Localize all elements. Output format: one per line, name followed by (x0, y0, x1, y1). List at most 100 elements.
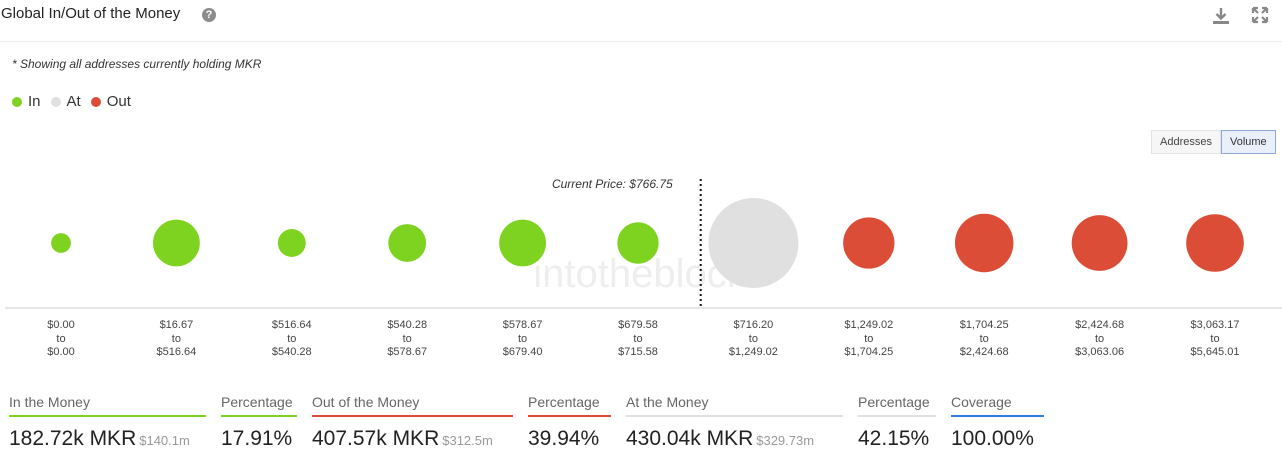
stat-underline (858, 415, 936, 417)
range-to-word: to (633, 333, 642, 345)
stat-value: 39.94% (528, 427, 600, 450)
range-to-word: to (1095, 333, 1104, 345)
range-from-label: $1,704.25 (960, 319, 1009, 331)
range-to-label: $1,249.02 (729, 346, 778, 358)
legend-label-at: At (66, 93, 81, 110)
stat-value: 182.72k MKR $140.1m (9, 427, 206, 451)
stat-underline (528, 415, 611, 417)
stat-out-of-the-money: Out of the Money 407.57k MKR $312.5m (312, 390, 513, 451)
stat-underline (951, 415, 1044, 417)
range-to-word: to (864, 333, 873, 345)
legend-item-at[interactable]: At (50, 93, 81, 110)
metric-toggle: Addresses Volume (1151, 130, 1276, 154)
stat-label: In the Money (9, 394, 90, 410)
legend-dot-at (50, 96, 61, 107)
stat-out-percentage: Percentage 39.94% (528, 390, 611, 451)
legend-item-in[interactable]: In (12, 93, 41, 110)
bubble-in (499, 219, 546, 267)
expand-icon[interactable] (1251, 6, 1269, 24)
stat-value: 407.57k MKR $312.5m (312, 427, 513, 451)
stat-value: 430.04k MKR $329.73m (626, 427, 843, 451)
range-to-word: to (1210, 333, 1219, 345)
addresses-toggle-button[interactable]: Addresses (1151, 130, 1221, 154)
legend-dot-in (12, 96, 22, 107)
stat-usd-value: $329.73m (756, 433, 815, 448)
stat-main-value: 407.57k MKR (312, 427, 440, 450)
range-to-word: to (56, 333, 65, 345)
legend-dot-out (90, 96, 101, 107)
stat-label: At the Money (626, 394, 709, 410)
stat-underline (312, 415, 513, 417)
stat-label: Percentage (221, 394, 293, 410)
range-from-label: $679.58 (618, 319, 658, 331)
chart-title: Global In/Out of the Money (1, 5, 181, 22)
stat-usd-value: $140.1m (139, 433, 190, 448)
range-to-label: $1,704.25 (844, 346, 893, 358)
range-to-word: to (172, 333, 181, 345)
legend-label-out: Out (106, 93, 131, 110)
stat-usd-value: $312.5m (442, 433, 493, 448)
stat-value: 17.91% (221, 427, 293, 450)
range-from-label: $540.28 (387, 319, 427, 331)
chart-header: Global In/Out of the Money ? (0, 0, 1282, 42)
range-from-label: $2,424.68 (1075, 319, 1124, 331)
range-to-label: $3,063.06 (1075, 346, 1124, 358)
stat-label: Percentage (858, 394, 930, 410)
stats-row: In the Money 182.72k MKR $140.1m Percenta… (0, 390, 1282, 463)
range-to-label: $2,424.68 (960, 346, 1009, 358)
stat-in-the-money: In the Money 182.72k MKR $140.1m (9, 390, 206, 451)
legend-item-out[interactable]: Out (90, 93, 131, 110)
bubble-in (51, 233, 71, 253)
range-from-label: $578.67 (503, 319, 543, 331)
stat-main-value: 182.72k MKR (9, 427, 137, 450)
stat-label: Percentage (528, 394, 600, 410)
range-to-label: $679.40 (503, 346, 543, 358)
bubble-in (388, 224, 427, 262)
range-to-label: $540.28 (272, 346, 312, 358)
current-price-label: Current Price: $766.75 (552, 177, 673, 191)
range-to-word: to (403, 333, 412, 345)
range-to-label: $578.67 (387, 346, 427, 358)
bubble-out (954, 213, 1014, 273)
bubble-out (843, 217, 895, 269)
bubble-at (708, 198, 799, 288)
stat-value: 42.15% (858, 427, 930, 450)
volume-toggle-button[interactable]: Volume (1220, 130, 1276, 154)
stat-label: Out of the Money (312, 394, 420, 410)
range-to-word: to (980, 333, 989, 345)
range-to-word: to (518, 333, 527, 345)
bubble-in (617, 222, 659, 264)
stat-at-percentage: Percentage 42.15% (858, 390, 936, 451)
stat-at-the-money: At the Money 430.04k MKR $329.73m (626, 390, 843, 451)
range-to-label: $516.64 (157, 346, 197, 358)
stat-in-percentage: Percentage 17.91% (221, 390, 297, 451)
bubble-in (277, 229, 306, 257)
range-from-label: $1,249.02 (844, 319, 893, 331)
range-to-label: $0.00 (47, 346, 75, 358)
bubble-out (1071, 215, 1128, 271)
stat-value: 100.00% (951, 427, 1034, 450)
range-to-word: to (287, 333, 296, 345)
stat-underline (221, 415, 297, 417)
question-circle-icon[interactable]: ? (202, 8, 216, 22)
legend-label-in: In (28, 93, 41, 110)
range-to-word: to (749, 333, 758, 345)
stat-underline (626, 415, 843, 417)
holders-note: * Showing all addresses currently holdin… (12, 57, 262, 71)
bubble-out (1186, 214, 1244, 272)
range-from-label: $16.67 (160, 319, 194, 331)
range-to-label: $715.58 (618, 346, 658, 358)
stat-coverage: Coverage 100.00% (951, 390, 1044, 451)
range-from-label: $3,063.17 (1191, 319, 1240, 331)
stat-main-value: 430.04k MKR (626, 427, 754, 450)
range-from-label: $716.20 (734, 319, 774, 331)
bubble-in (153, 219, 200, 267)
range-from-label: $0.00 (47, 319, 75, 331)
stat-underline (9, 415, 206, 417)
range-from-label: $516.64 (272, 319, 312, 331)
range-to-label: $5,645.01 (1191, 346, 1240, 358)
download-icon[interactable] (1211, 6, 1231, 26)
stat-label: Coverage (951, 394, 1012, 410)
legend: In At Out (12, 93, 131, 110)
